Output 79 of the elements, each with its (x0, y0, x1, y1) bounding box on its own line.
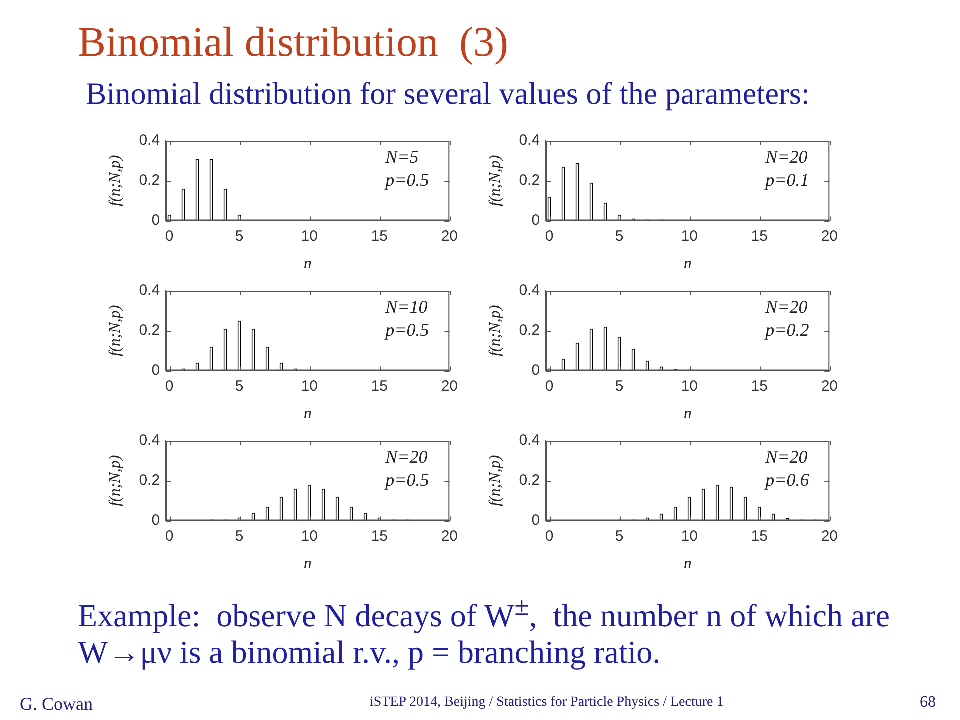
y-tick-label: 0.2 (139, 322, 160, 340)
y-axis-title: f(n;N,p) (486, 155, 504, 206)
annotation: N=20 (384, 447, 428, 467)
x-tick-label: 15 (371, 378, 388, 395)
annotation: N=20 (764, 447, 808, 467)
x-tick-label: 20 (441, 528, 458, 545)
x-tick-label: 10 (681, 228, 698, 245)
x-tick-label: 0 (545, 228, 554, 245)
text: W→μν is a binomial r.v., p = branching ratio. (78, 634, 662, 670)
x-tick-label: 15 (751, 228, 768, 245)
x-axis-title: n (684, 556, 692, 573)
x-axis-title: n (684, 256, 692, 273)
x-tick-label: 20 (821, 378, 838, 395)
annotation: N=20 (764, 297, 808, 317)
x-tick-label: 10 (681, 378, 698, 395)
y-tick-label: 0 (152, 362, 160, 379)
x-tick-label: 20 (821, 228, 838, 245)
x-tick-label: 5 (235, 528, 244, 545)
annotation: p=0.5 (384, 170, 430, 190)
y-tick-label: 0.4 (519, 282, 540, 300)
y-tick-label: 0 (532, 212, 540, 229)
y-tick-label: 0 (152, 512, 160, 529)
x-tick-label: 15 (751, 528, 768, 545)
annotation: N=20 (764, 147, 808, 167)
annotation: p=0.5 (384, 320, 430, 340)
y-tick-label: 0.2 (519, 172, 540, 190)
x-axis-title: n (684, 406, 692, 423)
annotation: N=10 (384, 297, 428, 317)
x-tick-label: 0 (165, 528, 174, 545)
text: Binomial distribution (3) (78, 19, 510, 68)
annotation: p=0.5 (384, 470, 430, 490)
x-axis-title: n (304, 406, 312, 423)
x-axis-title: n (304, 556, 312, 573)
text: Binomial distribution for several values of the parameters: (86, 76, 810, 112)
annotation: N=5 (384, 147, 419, 167)
y-tick-label: 0.4 (139, 432, 160, 450)
x-tick-label: 15 (371, 528, 388, 545)
x-tick-label: 5 (615, 228, 624, 245)
annotation: p=0.2 (764, 320, 810, 340)
y-tick-label: 0 (152, 212, 160, 229)
x-tick-label: 10 (301, 528, 318, 545)
x-tick-label: 0 (165, 228, 174, 245)
text: 68 (920, 693, 936, 713)
x-tick-label: 5 (615, 378, 624, 395)
text: Example: observe N decays of W$^{±}$, the number n of which are (78, 590, 890, 634)
y-tick-label: 0 (532, 362, 540, 379)
y-tick-label: 0.4 (139, 132, 160, 150)
annotation: p=0.6 (764, 470, 810, 490)
y-tick-label: 0.2 (519, 322, 540, 340)
x-tick-label: 20 (441, 228, 458, 245)
x-tick-label: 0 (545, 378, 554, 395)
x-tick-label: 0 (545, 528, 554, 545)
y-axis-title: f(n;N,p) (486, 455, 504, 506)
y-tick-label: 0.2 (519, 472, 540, 490)
y-tick-label: 0 (532, 512, 540, 529)
x-tick-label: 5 (235, 228, 244, 245)
text: iSTEP 2014, Beijing / Statistics for Particle Physics / Lecture 1 (370, 694, 724, 712)
x-tick-label: 5 (235, 378, 244, 395)
x-tick-label: 20 (821, 528, 838, 545)
x-tick-label: 15 (371, 228, 388, 245)
x-tick-label: 0 (165, 378, 174, 395)
y-axis-title: f(n;N,p) (106, 455, 124, 506)
y-tick-label: 0.2 (139, 472, 160, 490)
y-tick-label: 0.4 (139, 282, 160, 300)
y-tick-label: 0.2 (139, 172, 160, 190)
y-tick-label: 0.4 (519, 432, 540, 450)
x-tick-label: 10 (301, 228, 318, 245)
text: G. Cowan (20, 693, 93, 715)
y-axis-title: f(n;N,p) (486, 305, 504, 356)
x-tick-label: 5 (615, 528, 624, 545)
x-tick-label: 10 (681, 528, 698, 545)
x-tick-label: 20 (441, 378, 458, 395)
y-tick-label: 0.4 (519, 132, 540, 150)
y-axis-title: f(n;N,p) (106, 155, 124, 206)
annotation: p=0.1 (764, 170, 810, 190)
x-tick-label: 15 (751, 378, 768, 395)
x-axis-title: n (304, 256, 312, 273)
y-axis-title: f(n;N,p) (106, 305, 124, 356)
x-tick-label: 10 (301, 378, 318, 395)
